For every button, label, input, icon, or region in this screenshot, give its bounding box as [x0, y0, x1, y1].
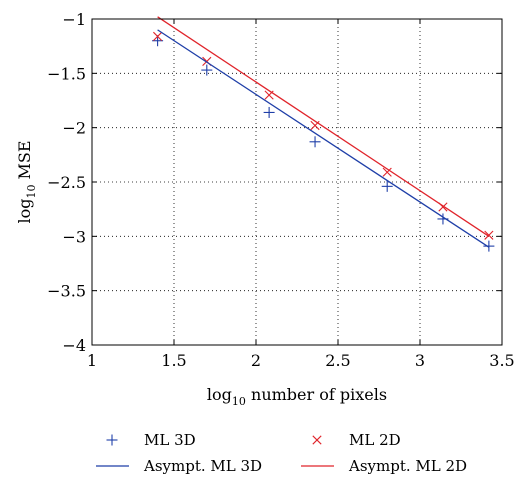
data-point-ml-3d — [263, 106, 275, 118]
x-tick-label: 2 — [251, 351, 261, 370]
legend-label-ml-2d: ML 2D — [349, 431, 401, 449]
y-axis-label: log10 MSE — [15, 140, 38, 223]
legend-item-ml-2d: ML 2D — [312, 431, 401, 449]
data-point-ml-3d — [309, 136, 321, 148]
series-line-asympt-ml-2d — [157, 16, 490, 237]
y-tick-label: −2 — [62, 119, 86, 138]
legend-swatch-ml-2d — [312, 435, 322, 445]
data-point-ml-2d-stroke — [438, 202, 448, 212]
legend-swatch-ml-3d — [106, 434, 118, 446]
y-tick-label: −2.5 — [47, 173, 86, 192]
data-point-ml-2d — [153, 31, 163, 41]
legend: ML 3D ML 2D Asympt. ML 3D Asympt. ML 2D — [96, 431, 467, 475]
data-point-ml-2d — [382, 167, 392, 177]
legend-label-asympt-ml-3d: Asympt. ML 3D — [143, 457, 262, 475]
data-point-ml-3d — [201, 64, 213, 76]
y-tick-label: −1.5 — [47, 64, 86, 83]
x-tick-label: 3.5 — [489, 351, 514, 370]
data-point-ml-2d-stroke — [484, 230, 494, 240]
legend-label-ml-3d: ML 3D — [144, 431, 196, 449]
grid — [92, 19, 502, 345]
legend-label-asympt-ml-2d: Asympt. ML 2D — [348, 457, 467, 475]
y-tick-label: −4 — [62, 336, 86, 355]
y-tick-label: −1 — [62, 10, 86, 29]
legend-swatch-ml-2d-stroke — [312, 435, 322, 445]
x-tick-label: 1.5 — [161, 351, 186, 370]
data-point-ml-3d — [483, 240, 495, 252]
legend-item-ml-3d: ML 3D — [106, 431, 196, 449]
data-point-ml-2d-stroke — [382, 167, 392, 177]
data-point-ml-2d — [484, 230, 494, 240]
y-tick-label: −3.5 — [47, 282, 86, 301]
x-tick-label: 3 — [415, 351, 425, 370]
x-tick-label: 2.5 — [325, 351, 350, 370]
data-point-ml-3d — [381, 180, 393, 192]
x-tick-label: 1 — [87, 351, 97, 370]
plot-series — [152, 16, 495, 252]
x-axis-label: log10 number of pixels — [207, 385, 387, 408]
axis-ticks: 1 1.5 2 2.5 3 3.5 −4 −3.5 −3 −2.5 −2 −1.5 −1 — [47, 10, 515, 370]
legend-item-asympt-ml-3d: Asympt. ML 3D — [96, 457, 262, 475]
legend-item-asympt-ml-2d: Asympt. ML 2D — [301, 457, 467, 475]
series-line-asympt-ml-3d — [157, 29, 490, 248]
y-tick-label: −3 — [62, 227, 86, 246]
data-point-ml-2d-stroke — [153, 31, 163, 41]
